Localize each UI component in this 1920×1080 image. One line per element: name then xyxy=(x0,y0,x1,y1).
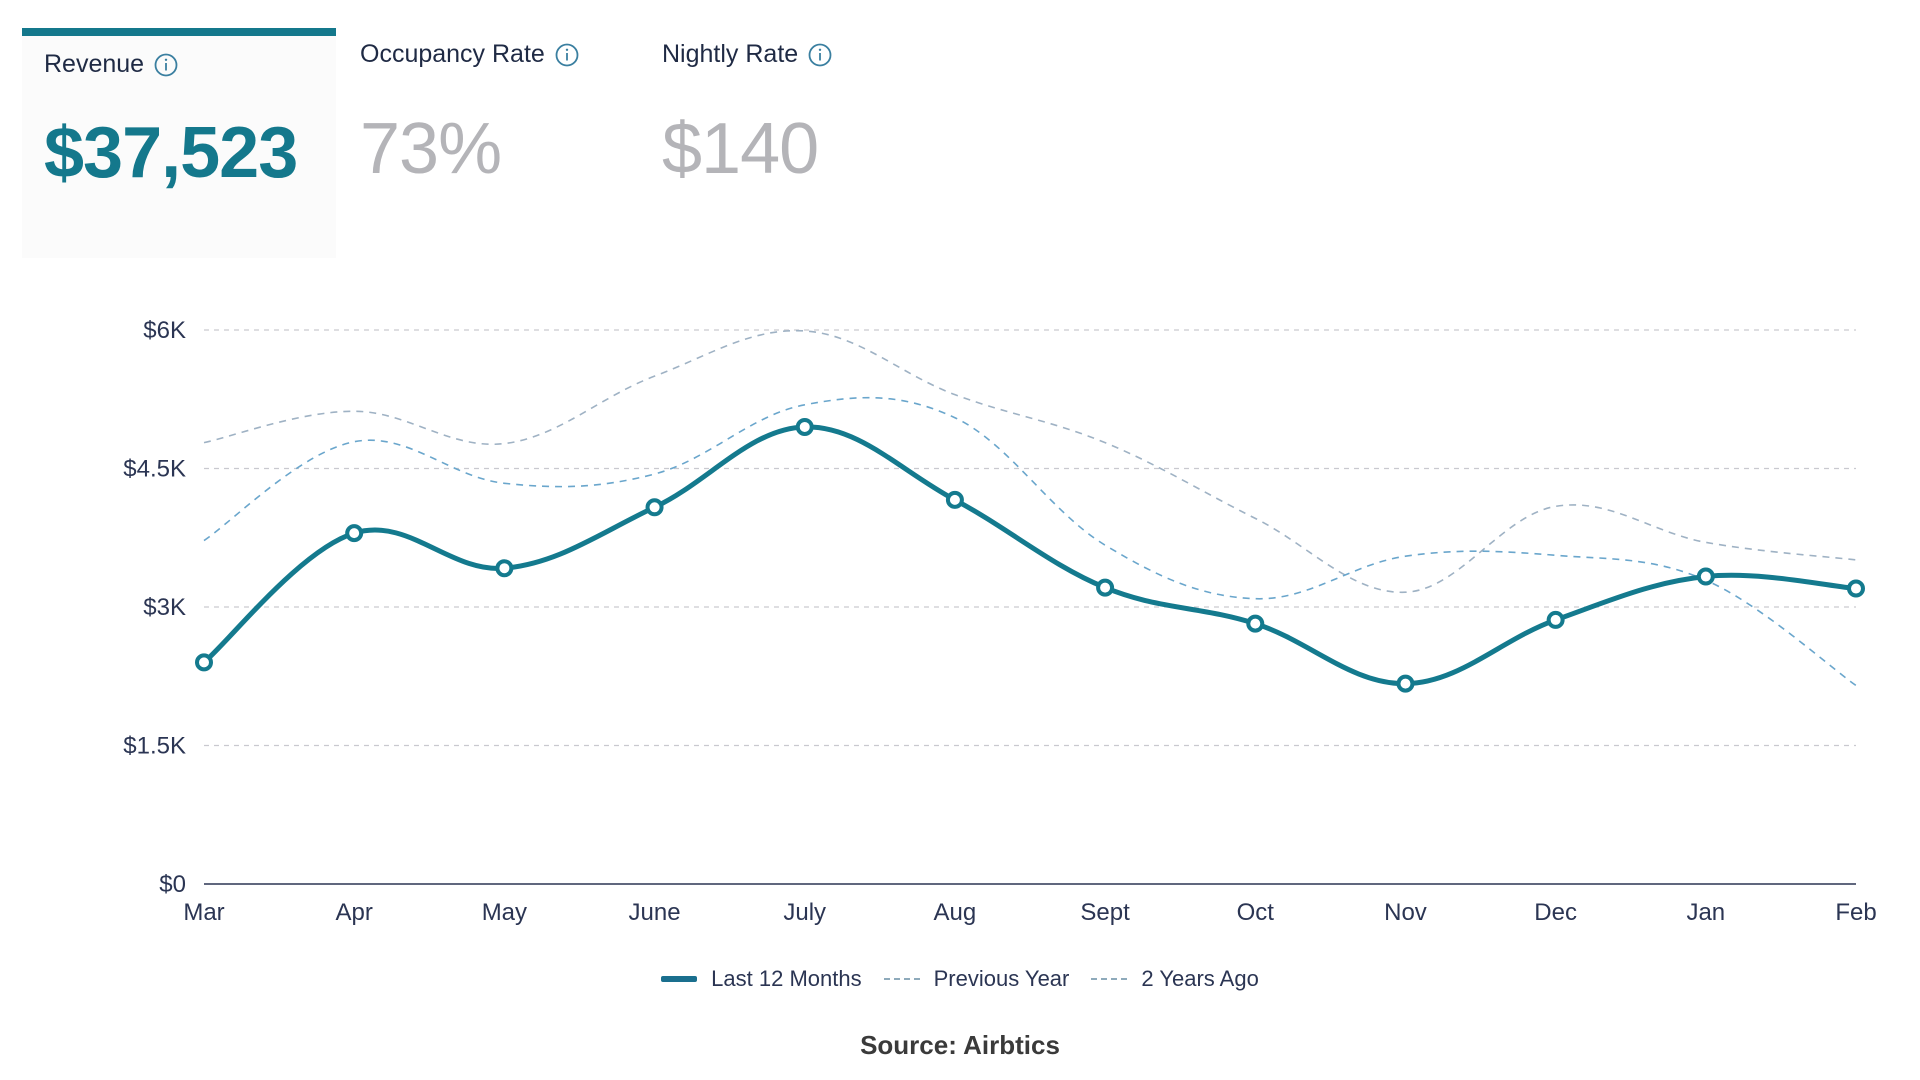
data-point xyxy=(1096,578,1115,597)
data-point xyxy=(795,417,814,436)
legend-swatch-solid xyxy=(661,976,698,982)
series-line-last-12-months xyxy=(201,424,1859,687)
x-tick-label: Aug xyxy=(934,899,977,926)
chart-legend: Last 12 Months Previous Year 2 Years Ago xyxy=(0,966,1920,992)
x-tick-label: Oct xyxy=(1237,899,1275,926)
tab-label: Nightly Rate xyxy=(662,40,799,68)
legend-item-2-years-ago[interactable]: 2 Years Ago xyxy=(1091,966,1259,992)
x-tick-label: July xyxy=(783,899,826,926)
tab-nightly-rate[interactable]: Nightly Rate $140 xyxy=(636,28,926,258)
y-tick-label: $6K xyxy=(143,317,186,344)
x-tick-label: Feb xyxy=(1835,899,1876,926)
legend-swatch-dashed xyxy=(1091,978,1128,980)
y-tick-label: $1.5K xyxy=(123,733,186,760)
data-point xyxy=(195,653,213,672)
tab-label: Occupancy Rate xyxy=(360,40,545,68)
legend-item-previous-year[interactable]: Previous Year xyxy=(883,966,1070,992)
data-point xyxy=(945,490,964,509)
data-point xyxy=(645,498,664,517)
legend-label: Last 12 Months xyxy=(711,966,862,991)
x-tick-label: Dec xyxy=(1534,899,1577,926)
x-tick-label: Mar xyxy=(183,899,224,926)
revenue-value: $37,523 xyxy=(44,113,298,193)
tab-revenue-label-row: Revenue xyxy=(44,50,178,79)
series-line-2-years-ago xyxy=(203,396,1857,687)
tab-revenue[interactable]: Revenue $37,523 xyxy=(22,28,336,258)
info-icon[interactable] xyxy=(154,53,178,77)
data-point xyxy=(1847,579,1865,598)
occupancy-value: 73% xyxy=(360,109,502,189)
source-caption: Source: Airbtics xyxy=(860,1030,1060,1060)
tab-occupancy-rate[interactable]: Occupancy Rate 73% xyxy=(336,28,636,258)
metric-tabs: Revenue $37,523 Occupancy Rate 73% Night… xyxy=(22,28,922,258)
tab-nightly-label-row: Nightly Rate xyxy=(662,40,832,69)
x-tick-label: Sept xyxy=(1080,899,1130,926)
legend-label: Previous Year xyxy=(933,966,1070,991)
legend-item-last-12-months[interactable]: Last 12 Months xyxy=(661,966,862,992)
info-icon[interactable] xyxy=(808,43,832,67)
y-tick-label: $4.5K xyxy=(123,456,186,483)
legend-label: 2 Years Ago xyxy=(1141,966,1259,991)
data-point xyxy=(1396,674,1415,693)
x-tick-label: Nov xyxy=(1384,899,1427,926)
revenue-line-chart: $0 $1.5K $3K $4.5K $6K Mar Apr May June July Aug Se… xyxy=(0,300,1920,940)
active-tab-indicator xyxy=(22,28,336,36)
y-tick-label: $3K xyxy=(143,594,186,621)
x-tick-label: Apr xyxy=(336,899,373,926)
series-line-previous-year xyxy=(203,329,1857,594)
nightly-rate-value: $140 xyxy=(662,109,819,189)
info-icon[interactable] xyxy=(555,43,579,67)
y-tick-label: $0 xyxy=(159,871,186,898)
data-point xyxy=(1546,610,1565,629)
x-tick-label: May xyxy=(482,899,527,926)
x-tick-label: Jan xyxy=(1686,899,1725,926)
tab-label: Revenue xyxy=(44,50,145,78)
data-point xyxy=(495,559,514,578)
data-point xyxy=(1696,567,1715,586)
x-tick-label: June xyxy=(629,899,681,926)
legend-swatch-dashed xyxy=(883,978,920,980)
data-point xyxy=(1246,614,1265,633)
data-point xyxy=(345,524,364,543)
tab-occupancy-label-row: Occupancy Rate xyxy=(360,40,579,69)
